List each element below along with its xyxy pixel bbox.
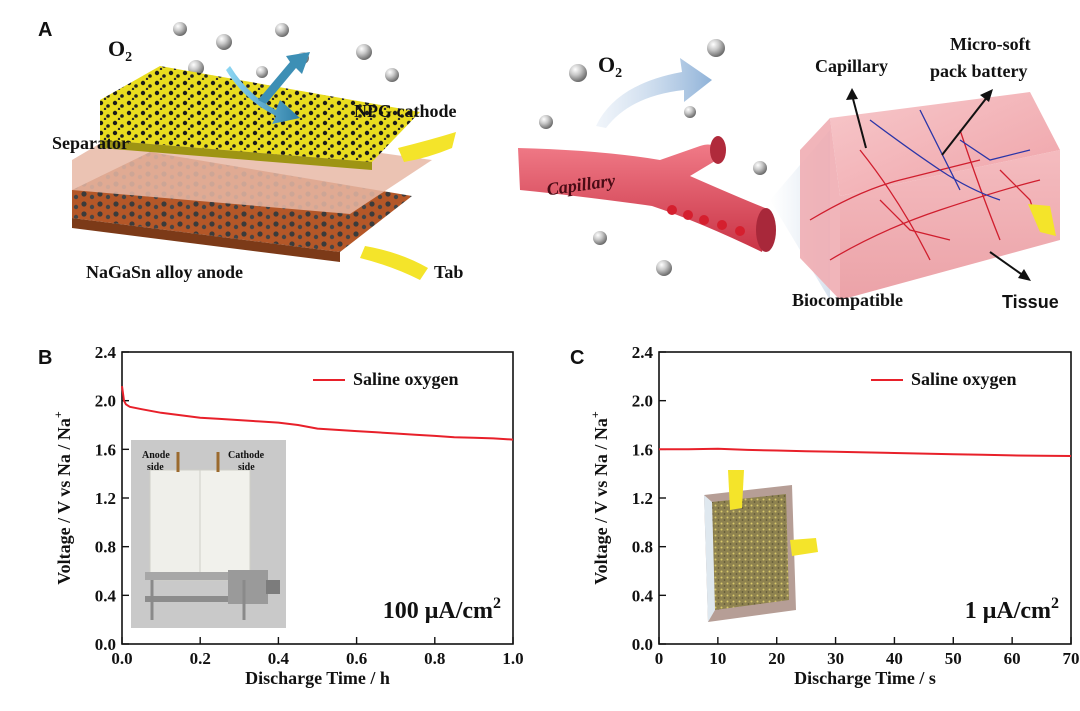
legend-label: Saline oxygen (353, 369, 459, 389)
x-axis-label: Discharge Time / h (245, 668, 390, 688)
series-line-saline-oxygen (121, 385, 514, 441)
y-axis-label: Voltage / V vs Na / Na+ (588, 411, 611, 585)
inset-anode-label-2: side (147, 462, 164, 473)
y-tick-label: 1.6 (632, 440, 653, 459)
panel-label-b: B (38, 347, 52, 369)
cathode-label: NPG cathode (354, 101, 457, 121)
y-tick-label: 0.8 (95, 538, 116, 557)
x-tick-label: 70 (1063, 649, 1080, 668)
legend-label: Saline oxygen (911, 369, 1017, 389)
current-density-annotation: 100 μA/cm2 (383, 595, 501, 624)
y-tick-label: 0.4 (632, 586, 654, 605)
x-tick-label: 0.6 (346, 649, 367, 668)
y-tick-label: 1.2 (95, 489, 116, 508)
implant-schematic (518, 39, 1060, 300)
x-tick-label: 0.0 (111, 649, 132, 668)
o2-flow-arrow (226, 66, 300, 124)
x-tick-label: 20 (768, 649, 785, 668)
series-line-saline-oxygen (659, 447, 1072, 457)
chart-c: 0.0 0.4 0.8 1.2 1.6 2.0 2.4 0 10 20 30 40 50 60 70 Disc… (588, 343, 1080, 688)
capillary-label: Capillary (815, 56, 888, 76)
x-tick-label: 40 (886, 649, 903, 668)
anode-label: NaGaSn alloy anode (86, 262, 243, 282)
o2-label-left: O2 (108, 36, 132, 65)
tissue-label: Tissue (1002, 292, 1059, 312)
y-tick-label: 1.2 (632, 489, 653, 508)
y-tick-label: 0.0 (632, 635, 653, 654)
battery-schematic (72, 22, 456, 280)
chart-b: 0.0 0.4 0.8 1.2 1.6 2.0 2.4 0.0 0.2 0.4 0.6 0.8 1.0 D… (51, 343, 524, 688)
x-tick-label: 50 (945, 649, 962, 668)
y-tick-label: 0.8 (632, 538, 653, 557)
y-tick-label: 2.4 (632, 343, 654, 362)
inset-cathode-label-1: Cathode (228, 450, 265, 461)
x-tick-label: 10 (709, 649, 726, 668)
capillary-vessel (518, 144, 770, 252)
cathode-tab (398, 132, 456, 162)
x-tick-label: 0.4 (268, 649, 290, 668)
separator-label: Separator (52, 133, 129, 153)
x-tick-label: 60 (1004, 649, 1021, 668)
y-tick-label: 2.4 (95, 343, 117, 362)
x-tick-label: 0.8 (424, 649, 445, 668)
o2-label-right: O2 (598, 52, 622, 81)
tissue-block (830, 92, 1060, 196)
tab-label: Tab (434, 262, 463, 282)
y-tick-label: 2.0 (95, 392, 116, 411)
y-tick-label: 0.0 (95, 635, 116, 654)
o2-diffusion-arrow (596, 58, 712, 128)
x-tick-label: 0 (655, 649, 664, 668)
panel-label-c: C (570, 347, 584, 369)
anode-tab (360, 246, 428, 280)
y-tick-label: 2.0 (632, 392, 653, 411)
battery-label-line2: pack battery (930, 61, 1028, 81)
y-tick-label: 1.6 (95, 440, 116, 459)
cathode-layer (100, 66, 420, 162)
x-tick-label: 1.0 (502, 649, 523, 668)
inset-photo-c (686, 462, 818, 628)
y-axis-label: Voltage / V vs Na / Na+ (51, 411, 74, 585)
biocompatible-label: Biocompatible (792, 290, 903, 310)
battery-label-line1: Micro-soft (950, 34, 1031, 54)
panel-label-a: A (38, 19, 52, 41)
inset-photo-b (131, 440, 286, 628)
battery-tab (1028, 204, 1056, 236)
x-tick-label: 0.2 (190, 649, 211, 668)
inset-anode-label-1: Anode (142, 450, 170, 461)
inset-cathode-label-2: side (238, 462, 255, 473)
x-tick-label: 30 (827, 649, 844, 668)
y-tick-label: 0.4 (95, 586, 117, 605)
current-density-annotation: 1 μA/cm2 (965, 595, 1059, 624)
x-axis-label: Discharge Time / s (794, 668, 936, 688)
